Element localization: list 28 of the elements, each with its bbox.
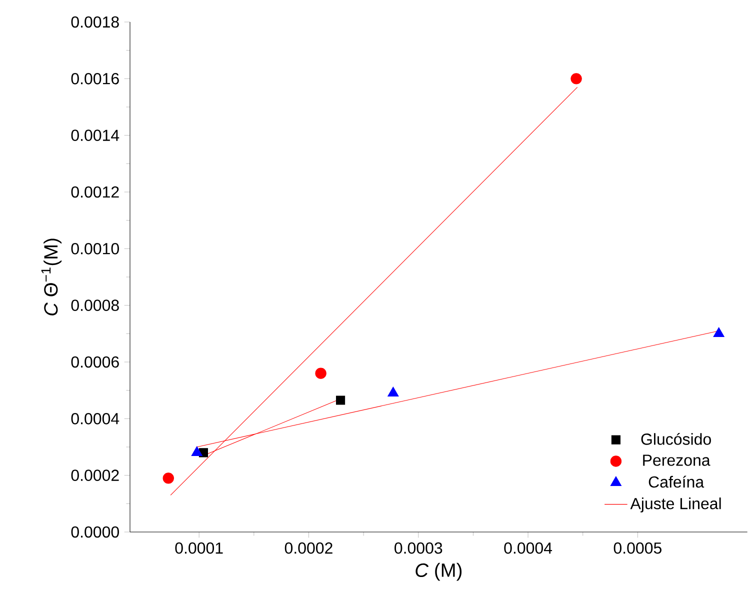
y-tick-label: 0.0010	[71, 243, 119, 254]
x-axis-title: C (M)	[416, 562, 462, 581]
legend-label: Glucósido	[641, 432, 711, 445]
y-tick-label: 0.0006	[71, 356, 119, 368]
point	[191, 446, 202, 456]
x-tick-label: 0.0005	[614, 542, 662, 554]
point	[162, 472, 174, 484]
legend-label: Perezona	[643, 454, 710, 466]
point	[570, 73, 582, 84]
y-tick-label: 0.0014	[71, 130, 120, 141]
x-tick-label: 0.0001	[175, 542, 223, 554]
x-tick-label: 0.0002	[284, 542, 332, 554]
y-tick-label: 0.0000	[71, 526, 119, 538]
point	[388, 386, 399, 397]
y-tick-label: 0.0008	[71, 300, 119, 311]
point	[315, 368, 326, 379]
point	[713, 327, 724, 337]
legend-label: Ajuste Lineal	[630, 498, 721, 512]
y-tick-label: 0.0016	[71, 73, 119, 84]
y-tick-label: 0.0002	[71, 470, 119, 481]
x-tick-label: 0.0004	[504, 542, 552, 554]
y-tick-label: 0.0012	[71, 186, 119, 198]
point	[336, 396, 346, 405]
y-tick-label: 0.0004	[71, 413, 120, 424]
legend-label: Cafeína	[648, 476, 704, 488]
y-axis-title: C Θ$^{−1}$(M)	[41, 238, 62, 316]
x-tick-label: 0.0003	[394, 542, 442, 554]
y-tick-label: 0.0018	[71, 16, 119, 28]
